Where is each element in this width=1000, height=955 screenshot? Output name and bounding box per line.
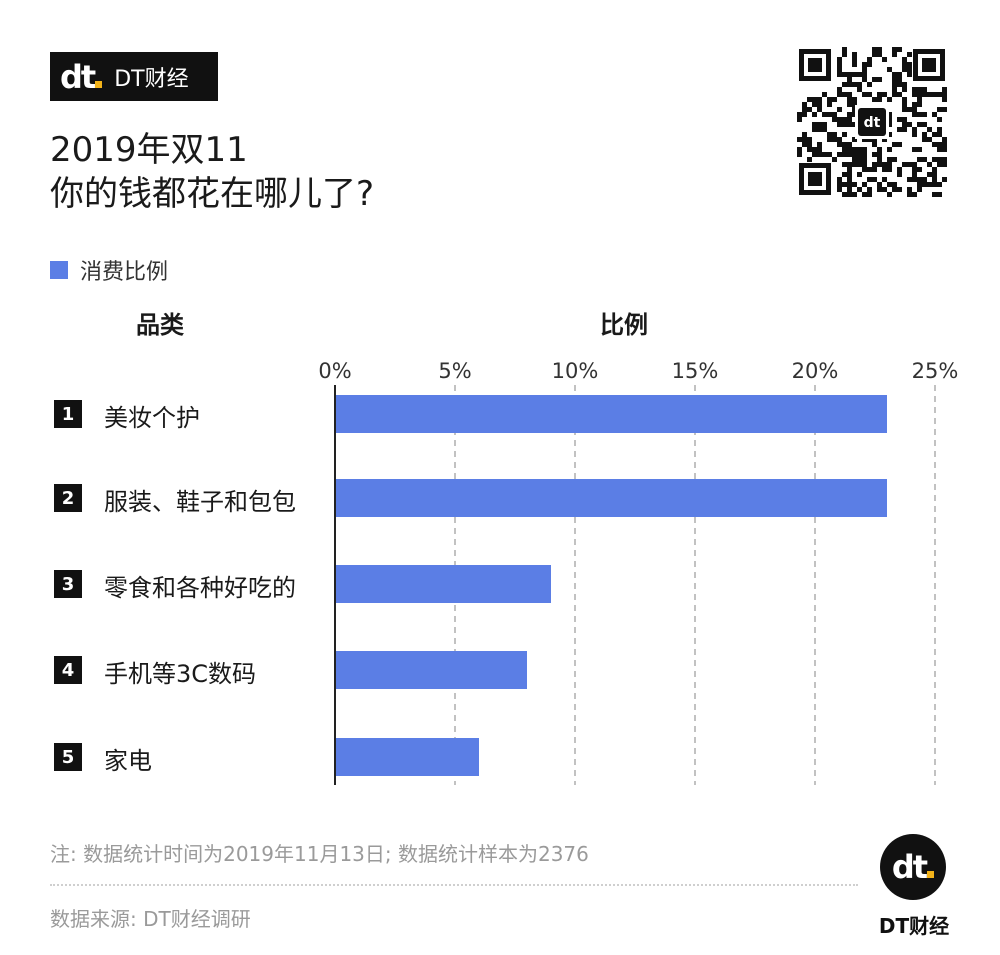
category-label: 家电 bbox=[104, 747, 152, 775]
brand-name: DT财经 bbox=[114, 66, 189, 92]
value-column-header: 比例 bbox=[600, 311, 648, 339]
data-source: 数据来源: DT财经调研 bbox=[50, 907, 251, 931]
rank-badge: 2 bbox=[54, 484, 82, 512]
category-label: 零食和各种好吃的 bbox=[104, 574, 296, 602]
x-tick-label: 25% bbox=[912, 359, 959, 383]
x-tick-label: 0% bbox=[318, 359, 351, 383]
footnote: 注: 数据统计时间为2019年11月13日; 数据统计样本为2376 bbox=[50, 842, 589, 866]
category-column-header: 品类 bbox=[136, 311, 184, 339]
corner-logo-name: DT财经 bbox=[878, 914, 950, 938]
x-tick-label: 15% bbox=[672, 359, 719, 383]
category-label: 手机等3C数码 bbox=[104, 660, 257, 688]
bar bbox=[336, 651, 527, 689]
brand-logo-mark: dt bbox=[60, 61, 103, 93]
bar bbox=[336, 395, 887, 433]
corner-logo-mark: dt bbox=[892, 851, 935, 883]
category-label: 美妆个护 bbox=[104, 404, 200, 432]
bar bbox=[336, 738, 479, 776]
corner-logo: dt bbox=[880, 834, 946, 900]
x-tick-label: 5% bbox=[438, 359, 471, 383]
x-tick-label: 20% bbox=[792, 359, 839, 383]
bar bbox=[336, 479, 887, 517]
brand-logo: dt DT财经 bbox=[50, 52, 218, 101]
bar bbox=[336, 565, 551, 603]
qr-code-icon: dt bbox=[797, 47, 947, 197]
category-label: 服装、鞋子和包包 bbox=[104, 488, 296, 516]
rank-badge: 4 bbox=[54, 656, 82, 684]
rank-badge: 3 bbox=[54, 570, 82, 598]
x-tick-label: 10% bbox=[552, 359, 599, 383]
svg-text:dt: dt bbox=[864, 115, 881, 131]
rank-badge: 5 bbox=[54, 743, 82, 771]
chart-legend: 消费比例 bbox=[50, 254, 168, 286]
chart-title: 2019年双11 你的钱都花在哪儿了? bbox=[50, 128, 374, 216]
footer-divider bbox=[50, 884, 858, 886]
chart-title-line2: 你的钱都花在哪儿了? bbox=[50, 174, 375, 214]
legend-swatch bbox=[50, 261, 68, 279]
chart-title-line1: 2019年双11 bbox=[50, 130, 248, 170]
legend-label: 消费比例 bbox=[80, 260, 169, 285]
rank-badge: 1 bbox=[54, 400, 82, 428]
